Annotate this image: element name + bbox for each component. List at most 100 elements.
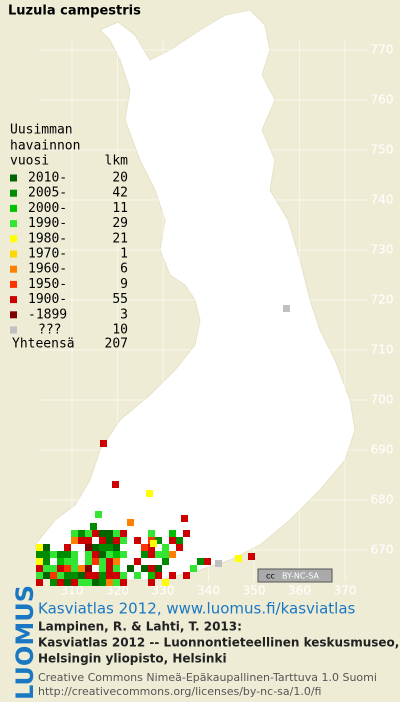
occurrence-square — [92, 551, 99, 558]
grid-y-label: 730 — [371, 243, 394, 257]
grid-y-label: 680 — [371, 493, 394, 507]
legend-items: 2010- 20 2005- 42 2000- 11 1990- 29 1980- 21 1970-… — [10, 171, 128, 338]
occurrence-square — [85, 572, 92, 579]
grid-y-label: 710 — [371, 343, 394, 357]
occurrence-square — [120, 537, 127, 544]
legend-label: ??? — [38, 323, 61, 338]
legend-total: 207 — [105, 337, 128, 352]
occurrence-square — [106, 572, 113, 579]
occurrence-square — [99, 558, 106, 565]
occurrence-square — [113, 565, 120, 572]
occurrence-square — [99, 544, 106, 551]
grid-x-label: 320 — [106, 584, 129, 598]
legend-count: 42 — [112, 186, 128, 201]
occurrence-square — [36, 579, 43, 586]
legend-label: 2010- — [28, 171, 67, 186]
occurrence-square — [204, 558, 211, 565]
license-url: http://creativecommons.org/licenses/by-n… — [38, 685, 321, 698]
occurrence-square — [43, 565, 50, 572]
occurrence-square — [148, 551, 155, 558]
legend: Uusimman havainnon vuosi lkm 2010- 20 2005… — [10, 123, 128, 352]
occurrence-square — [100, 440, 107, 447]
legend-swatch — [10, 189, 17, 197]
legend-count: 55 — [112, 292, 128, 307]
occurrence-square — [190, 565, 197, 572]
occurrence-square — [162, 558, 169, 565]
occurrence-square — [162, 544, 169, 551]
occurrence-square — [78, 530, 85, 537]
occurrence-square — [169, 530, 176, 537]
occurrence-square — [85, 530, 92, 537]
occurrence-square — [92, 558, 99, 565]
occurrence-square — [148, 579, 155, 586]
occurrence-square — [78, 579, 85, 586]
grid-x-label: 360 — [288, 584, 311, 598]
occurrence-square — [176, 537, 183, 544]
grid-x-label: 370 — [334, 584, 357, 598]
occurrence-square — [134, 572, 141, 579]
occurrence-square — [36, 558, 43, 565]
occurrence-square — [85, 537, 92, 544]
occurrence-square — [50, 551, 57, 558]
occurrence-square — [36, 572, 43, 579]
occurrence-square — [57, 551, 64, 558]
legend-swatch — [10, 174, 17, 182]
occurrence-square — [112, 481, 119, 488]
occurrence-square — [71, 565, 78, 572]
occurrence-square — [148, 544, 155, 551]
occurrence-square — [127, 565, 134, 572]
occurrence-square — [169, 551, 176, 558]
occurrence-square — [162, 551, 169, 558]
occurrence-square — [197, 558, 204, 565]
occurrence-square — [71, 579, 78, 586]
occurrence-square — [248, 553, 255, 560]
legend-swatch — [10, 326, 17, 334]
legend-heading: vuosi — [10, 154, 49, 169]
legend-swatch — [10, 220, 17, 228]
legend-swatch — [10, 204, 17, 212]
occurrence-square — [146, 490, 153, 497]
legend-swatch — [10, 296, 17, 304]
luomus-logo: LUOMUS — [11, 585, 39, 700]
occurrence-square — [50, 572, 57, 579]
legend-label: 1970- — [28, 247, 67, 262]
grid-x-label: 350 — [243, 584, 266, 598]
grid-y-label: 770 — [371, 43, 394, 57]
license: Creative Commons Nimeä-Epäkaupallinen-Ta… — [38, 671, 377, 684]
occurrence-square — [150, 540, 157, 547]
occurrence-square — [85, 579, 92, 586]
occurrence-square — [106, 565, 113, 572]
occurrence-square — [71, 558, 78, 565]
occurrence-square — [57, 572, 64, 579]
occurrence-square — [183, 572, 190, 579]
occurrence-square — [113, 558, 120, 565]
occurrence-square — [155, 565, 162, 572]
occurrence-square — [235, 555, 242, 562]
occurrence-square — [43, 544, 50, 551]
grid-y-label: 670 — [371, 543, 394, 557]
legend-label: 2000- — [28, 201, 67, 216]
legend-label: 1980- — [28, 231, 67, 246]
legend-swatch — [10, 265, 17, 273]
legend-count: 11 — [112, 201, 128, 216]
legend-label: 1990- — [28, 216, 67, 231]
occurrence-square — [183, 530, 190, 537]
grid-y-label: 740 — [371, 193, 394, 207]
occurrence-square — [141, 551, 148, 558]
occurrence-square — [99, 572, 106, 579]
occurrence-square — [113, 530, 120, 537]
occurrence-square — [71, 551, 78, 558]
occurrence-square — [148, 530, 155, 537]
occurrence-square — [169, 572, 176, 579]
occurrence-square — [106, 579, 113, 586]
occurrence-square — [36, 551, 43, 558]
occurrence-square — [64, 558, 71, 565]
legend-count: 3 — [120, 307, 128, 322]
legend-count: 9 — [120, 277, 128, 292]
occurrence-square — [57, 579, 64, 586]
legend-count: 20 — [112, 171, 128, 186]
occurrence-square — [120, 579, 127, 586]
occurrence-square — [141, 544, 148, 551]
